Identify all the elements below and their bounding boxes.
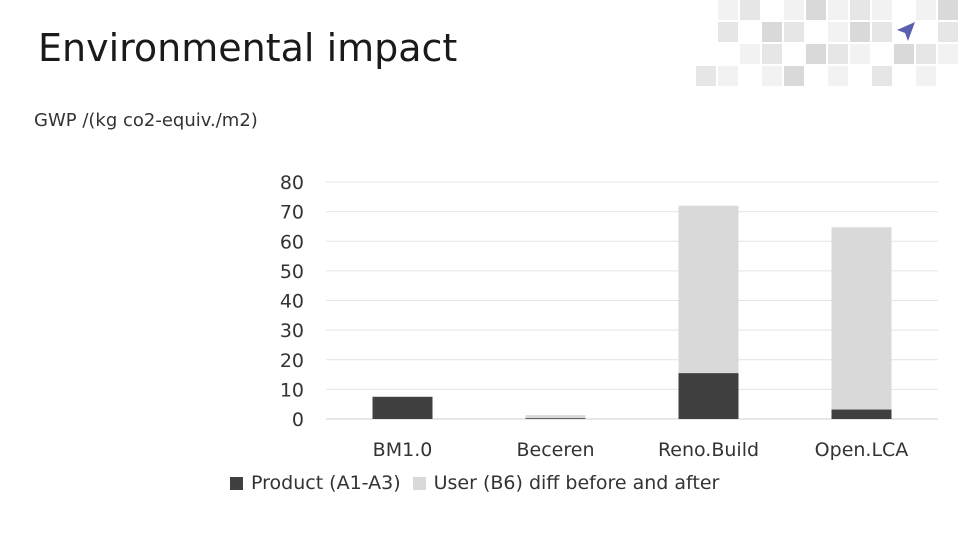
decorative-tile — [850, 22, 870, 42]
decorative-tile — [828, 66, 848, 86]
decorative-tile — [762, 66, 782, 86]
y-tick-label: 50 — [280, 261, 304, 283]
y-tick-label: 30 — [280, 320, 304, 342]
bar-user-open-lca — [831, 227, 892, 410]
decorative-tile — [806, 0, 826, 20]
decorative-tile — [850, 0, 870, 20]
decorative-tile — [916, 44, 936, 64]
decorative-tile — [872, 22, 892, 42]
decorative-tile — [784, 66, 804, 86]
decorative-tile — [894, 44, 914, 64]
x-tick-label: BM1.0 — [373, 439, 433, 461]
decorative-tile — [740, 0, 760, 20]
bar-product-bm1-0 — [372, 396, 433, 419]
decorative-tile — [784, 0, 804, 20]
chart-legend: Product (A1-A3) User (B6) diff before an… — [230, 472, 731, 494]
decorative-tile — [784, 22, 804, 42]
legend-label-product: Product (A1-A3) — [251, 472, 401, 494]
decorative-tile — [872, 66, 892, 86]
decorative-tile — [718, 66, 738, 86]
slide-title: Environmental impact — [38, 26, 458, 70]
y-tick-label: 70 — [280, 202, 304, 224]
y-tick-label: 80 — [280, 172, 304, 194]
decorative-tile — [850, 44, 870, 64]
x-tick-label: Open.LCA — [815, 439, 909, 461]
decorative-tile — [938, 0, 958, 20]
decorative-tile — [916, 0, 936, 20]
decorative-tile — [916, 66, 936, 86]
decorative-tile — [718, 0, 738, 20]
decorative-tile — [938, 22, 958, 42]
decorative-tile — [740, 44, 760, 64]
legend-swatch-user — [412, 476, 426, 490]
y-tick-label: 0 — [292, 409, 304, 431]
y-tick-label: 60 — [280, 231, 304, 253]
bar-product-beceren — [525, 418, 586, 419]
legend-item-product: Product (A1-A3) — [230, 472, 401, 494]
chart-title: GWP /(kg co2-equiv./m2) — [34, 110, 258, 131]
decorative-tile — [828, 22, 848, 42]
x-tick-label: Beceren — [517, 439, 595, 461]
legend-item-user: User (B6) diff before and after — [412, 472, 720, 494]
decorative-tile — [828, 0, 848, 20]
bar-product-open-lca — [831, 409, 892, 419]
bar-user-reno-build — [678, 205, 739, 374]
bar-user-beceren — [525, 415, 586, 419]
bar-product-reno-build — [678, 373, 739, 419]
decorative-tile — [718, 22, 738, 42]
legend-label-user: User (B6) diff before and after — [433, 472, 720, 494]
y-tick-label: 40 — [280, 291, 304, 313]
y-tick-label: 20 — [280, 350, 304, 372]
decorative-tile — [762, 44, 782, 64]
decorative-tile — [696, 66, 716, 86]
decorative-tile — [828, 44, 848, 64]
arrow-cursor-icon — [896, 22, 916, 42]
decorative-tile — [806, 44, 826, 64]
legend-swatch-product — [230, 476, 243, 490]
y-tick-label: 10 — [280, 379, 304, 401]
decorative-tile — [938, 44, 958, 64]
x-tick-label: Reno.Build — [658, 439, 759, 461]
decorative-tile — [872, 0, 892, 20]
decorative-tile — [762, 22, 782, 42]
